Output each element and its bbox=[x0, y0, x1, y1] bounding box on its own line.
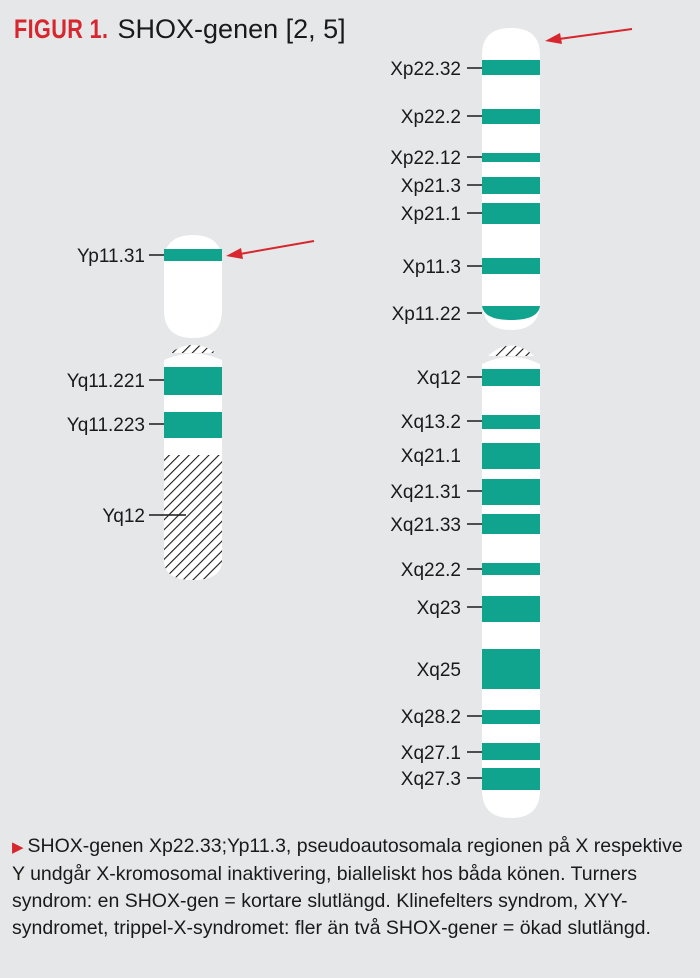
x-label-xq13-2: Xq13.2 bbox=[401, 412, 461, 433]
y-band-yq11-223 bbox=[164, 412, 222, 438]
x-band-xq28-2 bbox=[482, 710, 540, 724]
x-band-xq22-2 bbox=[482, 563, 540, 575]
x-label-xq27-3: Xq27.3 bbox=[401, 769, 461, 790]
figure-label: FIGUR 1. bbox=[14, 14, 109, 44]
y-band-yq12 bbox=[164, 455, 222, 580]
x-band-xp11-3 bbox=[482, 258, 540, 274]
x-chromosome: Xp22.32 Xp22.2 Xp22.12 Xp21.3 Xp21.1 Xp1… bbox=[390, 28, 633, 818]
x-band-xq21-31 bbox=[482, 479, 540, 505]
x-label-xp22-12: Xp22.12 bbox=[390, 148, 461, 169]
x-label-xq22-2: Xq22.2 bbox=[401, 560, 461, 581]
caption-text: SHOX-genen Xp22.33;Yp11.3, pseudoautosom… bbox=[12, 835, 683, 939]
x-band-xq21-33 bbox=[482, 514, 540, 534]
x-band-xq12 bbox=[482, 369, 540, 386]
x-band-xq25 bbox=[482, 649, 540, 689]
y-band-yp11-31 bbox=[164, 249, 222, 261]
x-label-xp11-3: Xp11.3 bbox=[402, 257, 461, 278]
x-band-xq27-3 bbox=[482, 768, 540, 790]
x-label-xq25: Xq25 bbox=[417, 660, 461, 681]
x-band-xq23 bbox=[482, 596, 540, 622]
x-band-xp22-32 bbox=[482, 60, 540, 75]
figure-title: FIGUR 1. SHOX-genen [2, 5] bbox=[14, 12, 346, 46]
x-long-arm bbox=[482, 357, 540, 818]
y-label-yq11-221: Yq11.221 bbox=[67, 371, 145, 392]
x-band-xp22-2 bbox=[482, 109, 540, 124]
x-label-xp22-2: Xp22.2 bbox=[401, 107, 461, 128]
chromosome-diagram: Yp11.31 Yq11.221 Yq11.223 Yq12 bbox=[67, 28, 633, 818]
x-label-xp21-1: Xp21.1 bbox=[401, 204, 461, 225]
x-label-xq27-1: Xq27.1 bbox=[401, 743, 461, 764]
x-label-xp21-3: Xp21.3 bbox=[401, 176, 461, 197]
x-band-xq21-1 bbox=[482, 443, 540, 469]
y-label-yp11-31: Yp11.31 bbox=[77, 246, 145, 267]
figure-title-text: SHOX-genen [2, 5] bbox=[117, 14, 346, 44]
x-label-xq21-1: Xq21.1 bbox=[401, 446, 461, 467]
y-centromere bbox=[170, 345, 216, 353]
x-centromere bbox=[488, 345, 534, 356]
caption-marker-icon: ▶ bbox=[12, 839, 24, 856]
x-band-xp21-3 bbox=[482, 177, 540, 194]
x-band-xp21-1 bbox=[482, 203, 540, 224]
x-band-xq27-1 bbox=[482, 743, 540, 760]
x-label-xq21-31: Xq21.31 bbox=[390, 482, 461, 503]
x-label-xq21-33: Xq21.33 bbox=[390, 515, 461, 536]
y-band-yq11-221 bbox=[164, 367, 222, 395]
y-arrow bbox=[226, 240, 315, 259]
x-label-xp22-32: Xp22.32 bbox=[390, 59, 461, 80]
y-chromosome: Yp11.31 Yq11.221 Yq11.223 Yq12 bbox=[67, 235, 315, 580]
y-label-yq11-223: Yq11.223 bbox=[67, 415, 145, 436]
y-label-yq12: Yq12 bbox=[102, 506, 145, 527]
figure-caption: ▶ SHOX-genen Xp22.33;Yp11.3, pseudoautoso… bbox=[12, 833, 690, 942]
x-band-xq13-2 bbox=[482, 415, 540, 429]
x-label-xq12: Xq12 bbox=[417, 368, 461, 389]
x-band-xp22-12 bbox=[482, 153, 540, 162]
x-label-xp11-22: Xp11.22 bbox=[392, 304, 461, 325]
x-arrow bbox=[545, 28, 633, 44]
x-label-xq23: Xq23 bbox=[417, 598, 461, 619]
x-band-xp11-22 bbox=[482, 306, 540, 320]
x-label-xq28-2: Xq28.2 bbox=[401, 707, 461, 728]
